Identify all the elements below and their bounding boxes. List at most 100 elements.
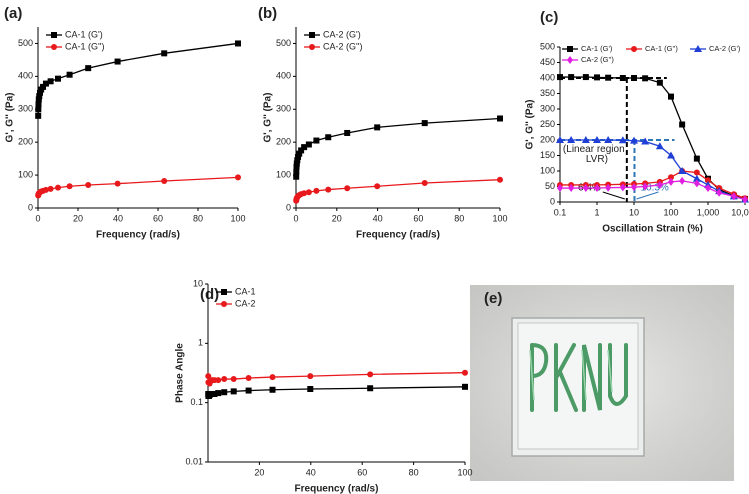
marker [205, 373, 212, 380]
y-tick-label: 500 [276, 38, 291, 48]
marker [374, 124, 381, 131]
marker [309, 44, 315, 50]
y-axis-label: Phase Angle [175, 343, 186, 403]
marker [295, 153, 302, 160]
marker [305, 189, 312, 196]
x-tick-label: 80 [193, 213, 203, 223]
marker [668, 93, 674, 100]
legend-label: CA-1 (G'') [645, 44, 678, 53]
marker [556, 136, 564, 143]
marker [36, 93, 43, 100]
x-tick-label: 40 [373, 213, 383, 223]
marker [668, 174, 674, 181]
y-tick-label: 100 [276, 169, 291, 179]
y-axis-label: G', G'' (Pa) [525, 100, 536, 150]
y-tick-label: 100 [18, 169, 33, 179]
marker [567, 136, 576, 143]
marker [42, 80, 49, 87]
line [560, 139, 746, 201]
y-tick-label: 0.1 [190, 397, 203, 407]
marker [604, 136, 613, 143]
marker [421, 179, 428, 186]
legend-label: CA-2 (G') [709, 44, 741, 53]
line [560, 170, 746, 199]
marker [367, 371, 374, 378]
x-tick-label: 80 [409, 467, 419, 477]
marker [293, 160, 300, 167]
marker [630, 136, 638, 144]
marker [298, 147, 305, 154]
y-tick-label: 300 [18, 104, 33, 114]
marker [301, 190, 308, 197]
marker [568, 184, 575, 193]
marker [309, 32, 315, 38]
annotation: LVR) [586, 154, 608, 165]
marker [325, 134, 332, 141]
marker [594, 74, 600, 81]
y-tick-label: 100 [540, 165, 555, 175]
y-axis-label: G', G'' (Pa) [5, 93, 16, 143]
marker [693, 155, 700, 162]
y-tick-label: 50 [545, 181, 555, 191]
x-tick-label: 100 [663, 207, 678, 217]
marker [462, 383, 468, 390]
marker [497, 176, 503, 183]
marker [245, 387, 252, 394]
marker [42, 186, 49, 193]
y-tick-label: 1 [198, 338, 203, 348]
marker [211, 390, 218, 397]
marker [692, 174, 701, 182]
panel-label: (b) [258, 5, 277, 22]
marker [35, 96, 42, 103]
annotation: (Linear region [563, 144, 625, 155]
marker [655, 142, 664, 150]
marker [716, 188, 723, 197]
marker [66, 71, 73, 78]
marker [667, 151, 675, 159]
marker [581, 136, 590, 143]
marker [344, 185, 351, 192]
y-axis-label: G', G'' (Pa) [263, 93, 274, 143]
marker [619, 183, 626, 192]
marker [215, 390, 222, 397]
y-tick-label: 300 [540, 103, 555, 113]
y-tick-label: 200 [276, 137, 291, 147]
line [37, 42, 239, 116]
photo [470, 285, 734, 481]
x-tick-label: 20 [73, 213, 83, 223]
x-tick-label: 10,000 [731, 207, 749, 217]
marker [293, 173, 300, 180]
x-tick-label: 80 [454, 213, 464, 223]
legend-label: CA-1 [235, 286, 256, 296]
x-axis-label: Oscillation Strain (%) [602, 224, 703, 235]
y-tick-label: 500 [540, 41, 555, 51]
y-tick-label: 200 [18, 137, 33, 147]
y-tick-label: 400 [18, 71, 33, 81]
x-tick-label: 10 [629, 207, 639, 217]
annotation-arrow [636, 191, 659, 200]
line [560, 180, 746, 201]
x-tick-label: 60 [413, 213, 423, 223]
marker [215, 377, 222, 384]
marker [55, 184, 61, 191]
marker [307, 373, 314, 380]
marker [51, 44, 57, 50]
marker [619, 75, 626, 81]
marker [678, 167, 687, 174]
marker [730, 192, 737, 201]
legend-label: CA-1 (G') [65, 29, 103, 39]
marker [557, 184, 563, 193]
marker [618, 136, 627, 144]
x-tick-label: 1,000 [697, 207, 720, 217]
marker [567, 56, 573, 64]
marker [55, 75, 61, 82]
y-tick-label: 500 [18, 38, 33, 48]
legend-label: CA-2 (G'') [581, 55, 614, 64]
marker [37, 89, 43, 96]
y-tick-label: 0 [286, 202, 291, 212]
y-tick-label: 0 [28, 202, 33, 212]
y-tick-label: 350 [540, 88, 555, 98]
marker [605, 74, 612, 81]
marker [693, 169, 700, 176]
marker [294, 157, 301, 164]
